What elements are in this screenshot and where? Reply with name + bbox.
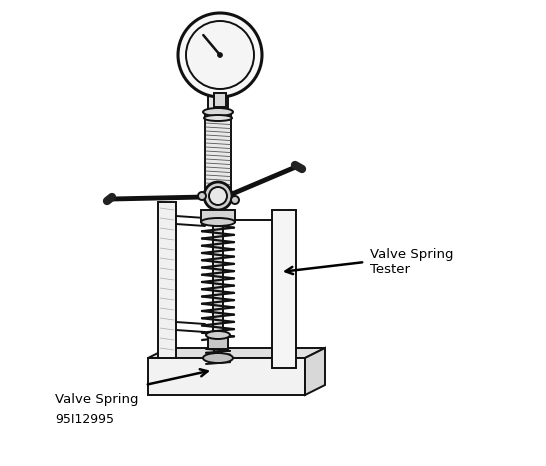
Bar xyxy=(214,93,226,107)
Bar xyxy=(158,202,176,358)
Bar xyxy=(214,349,222,358)
Polygon shape xyxy=(305,348,325,395)
Ellipse shape xyxy=(206,331,230,339)
Text: 95I12995: 95I12995 xyxy=(55,413,114,426)
Bar xyxy=(201,210,235,222)
Circle shape xyxy=(209,187,227,205)
Bar xyxy=(272,210,296,368)
Bar xyxy=(205,112,231,196)
Bar xyxy=(208,90,228,112)
Polygon shape xyxy=(148,348,325,358)
Ellipse shape xyxy=(203,353,233,363)
Ellipse shape xyxy=(201,218,235,226)
Circle shape xyxy=(231,196,239,204)
Bar xyxy=(148,358,305,395)
Circle shape xyxy=(186,21,254,89)
Bar xyxy=(208,335,228,349)
Ellipse shape xyxy=(204,115,232,121)
Circle shape xyxy=(204,182,232,210)
Text: Valve Spring: Valve Spring xyxy=(55,393,139,406)
Text: Valve Spring
Tester: Valve Spring Tester xyxy=(370,248,454,276)
Circle shape xyxy=(198,192,206,200)
Ellipse shape xyxy=(203,108,233,116)
Bar xyxy=(213,224,223,340)
Circle shape xyxy=(178,13,262,97)
Circle shape xyxy=(217,53,223,57)
